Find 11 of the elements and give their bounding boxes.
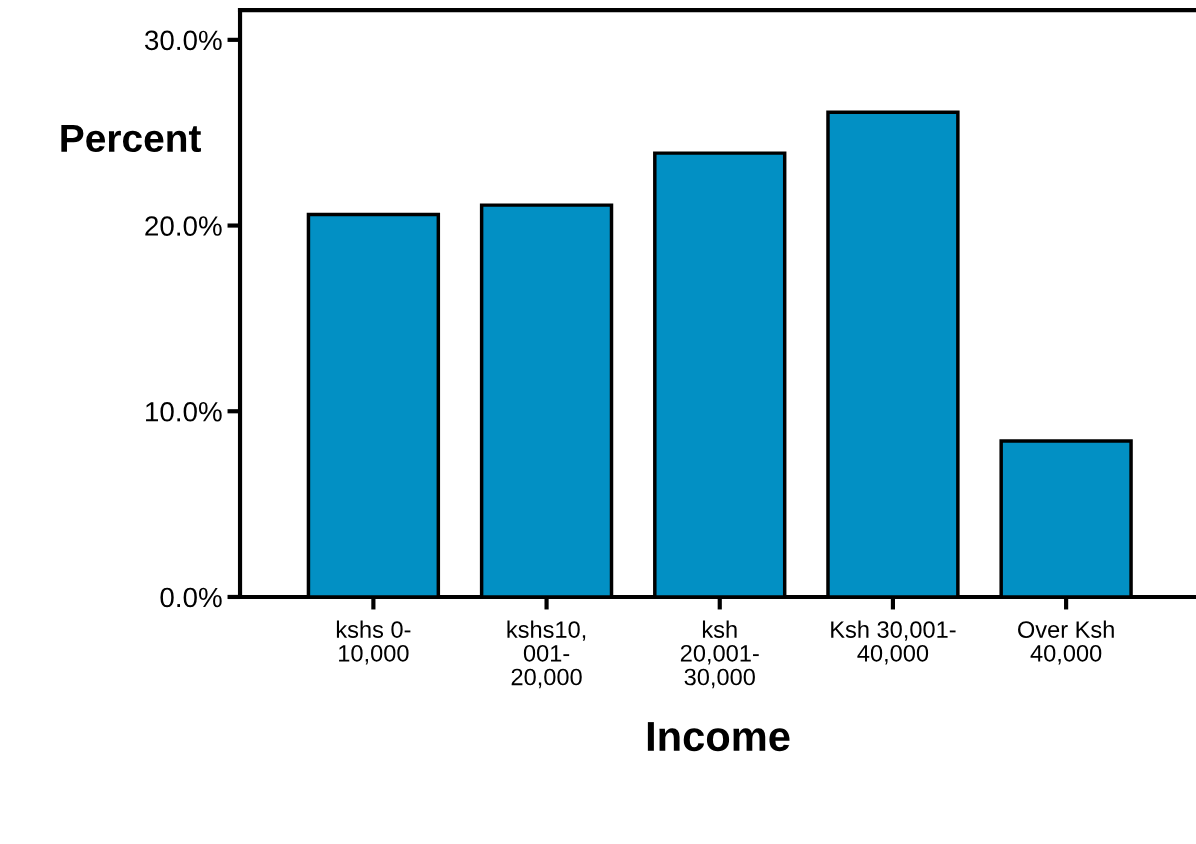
x-axis-title: Income [647, 722, 790, 752]
y-tick-label: 0.0% [160, 587, 222, 608]
y-tick-label: 20.0% [145, 216, 222, 236]
x-tick-label: Ksh 30,001- 40,000 [831, 620, 956, 665]
y-tick-label: 10.0% [146, 401, 222, 422]
x-tick-label: Over Ksh 40,000 [1018, 620, 1114, 665]
y-tick-label: 30.0% [144, 30, 222, 51]
x-tick-label: kshs10, 001- 20,000 [507, 620, 586, 689]
x-tick-label: kshs 0- 10,000 [336, 620, 411, 665]
x-tick-label: ksh 20,001- 30,000 [680, 620, 759, 689]
y-axis-title: Percent [61, 124, 201, 153]
